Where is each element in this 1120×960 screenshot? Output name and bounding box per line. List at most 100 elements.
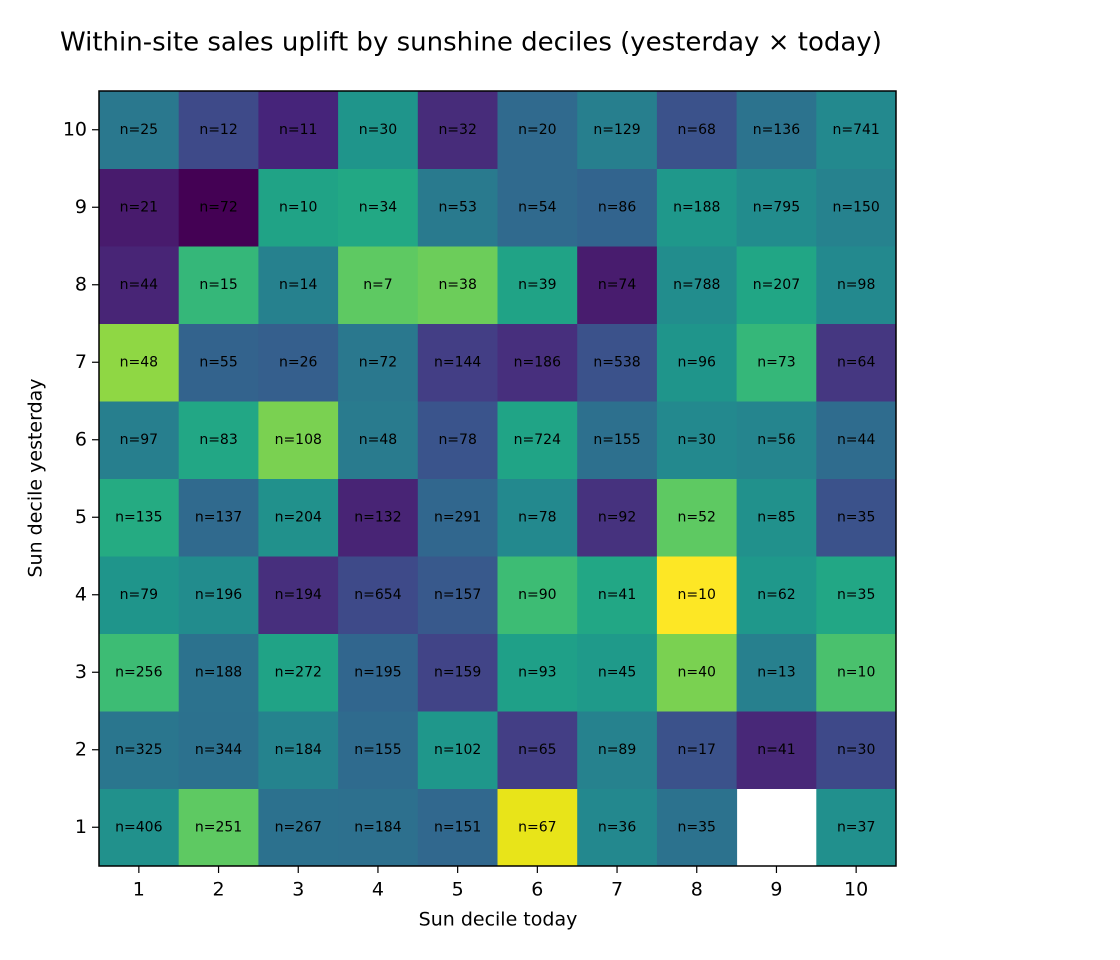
cell-label: n=188 xyxy=(673,199,720,215)
cell-label: n=25 xyxy=(120,122,158,138)
cell-label: n=38 xyxy=(438,277,476,293)
cell-label: n=45 xyxy=(598,664,636,680)
cell-label: n=53 xyxy=(438,199,476,215)
heatmap-cell xyxy=(178,556,259,634)
cell-label: n=272 xyxy=(275,664,322,680)
cell-label: n=102 xyxy=(434,742,481,758)
heatmap-cell xyxy=(338,246,419,324)
cell-label: n=186 xyxy=(514,354,561,370)
cell-label: n=20 xyxy=(518,122,556,138)
heatmap-cell xyxy=(656,168,738,247)
x-tick-label: 3 xyxy=(292,879,304,901)
cell-label: n=55 xyxy=(199,354,237,370)
cell-label: n=155 xyxy=(593,432,640,448)
cell-label: n=39 xyxy=(518,277,556,293)
y-axis-label: Sun decile yesterday xyxy=(25,378,47,577)
heatmap-cell xyxy=(816,323,897,402)
heatmap-cell xyxy=(178,91,259,169)
cell-label: n=56 xyxy=(757,432,796,448)
heatmap-cell xyxy=(816,556,897,634)
cell-label: n=10 xyxy=(279,199,317,215)
cell-label: n=795 xyxy=(753,199,800,215)
x-tick-label: 10 xyxy=(844,879,868,901)
cell-label: n=144 xyxy=(434,354,481,370)
heatmap-cell xyxy=(497,478,578,557)
cell-label: n=251 xyxy=(195,819,242,835)
heatmap-cell xyxy=(417,323,498,402)
cell-label: n=54 xyxy=(518,199,557,215)
x-tick-label: 1 xyxy=(133,879,145,901)
heatmap-cell xyxy=(816,168,897,247)
heatmap-cell xyxy=(99,401,180,479)
heatmap-cell xyxy=(258,556,339,634)
cell-label: n=256 xyxy=(115,664,162,680)
heatmap-cell xyxy=(497,91,578,169)
cell-label: n=92 xyxy=(598,509,636,525)
x-tick-label: 7 xyxy=(611,879,623,901)
cell-label: n=41 xyxy=(598,587,636,603)
cell-label: n=136 xyxy=(753,122,800,138)
heatmap-cell xyxy=(736,711,817,789)
cell-label: n=406 xyxy=(115,819,162,835)
heatmap-cell xyxy=(258,478,339,557)
heatmap-cell xyxy=(656,91,738,169)
heatmap-cell xyxy=(417,246,498,324)
x-tick-label: 6 xyxy=(531,879,543,901)
cell-label: n=40 xyxy=(678,664,716,680)
cell-label: n=97 xyxy=(120,432,158,448)
cell-label: n=17 xyxy=(678,742,716,758)
heatmap-cell xyxy=(656,711,738,789)
heatmap-cell xyxy=(736,556,817,634)
heatmap-cell xyxy=(178,246,259,324)
y-tick-label: 2 xyxy=(75,738,87,760)
heatmap-cell xyxy=(497,556,578,634)
cell-label: n=89 xyxy=(598,742,636,758)
cell-label: n=74 xyxy=(598,277,637,293)
cell-label: n=48 xyxy=(120,354,158,370)
heatmap-cell xyxy=(99,91,180,169)
plot-frame xyxy=(98,90,897,867)
heatmap-cell xyxy=(258,246,339,324)
y-tick-label: 3 xyxy=(75,661,87,683)
cell-label: n=34 xyxy=(359,199,398,215)
heatmap-cell xyxy=(258,401,339,479)
heatmap-cell xyxy=(497,323,578,402)
cell-label: n=159 xyxy=(434,664,481,680)
heatmap-cell xyxy=(417,711,498,789)
cell-label: n=67 xyxy=(518,819,556,835)
cell-label: n=788 xyxy=(673,277,720,293)
cell-label: n=36 xyxy=(598,819,637,835)
heatmap-cell xyxy=(736,246,817,324)
heatmap-cell xyxy=(338,91,419,169)
y-tick-label: 1 xyxy=(75,816,87,838)
cell-label: n=35 xyxy=(678,819,716,835)
cell-label: n=98 xyxy=(837,277,875,293)
heatmap-cell xyxy=(338,401,419,479)
heatmap-cell xyxy=(99,246,180,324)
cell-label: n=204 xyxy=(275,509,322,525)
cell-label: n=724 xyxy=(514,432,561,448)
heatmap-cell xyxy=(656,323,738,402)
heatmap-cell xyxy=(178,788,259,867)
cell-label: n=32 xyxy=(438,122,476,138)
heatmap-cell xyxy=(99,323,180,402)
heatmap-cell xyxy=(497,633,578,712)
heatmap-cell xyxy=(497,168,578,247)
y-tick-label: 6 xyxy=(75,428,87,450)
x-tick-label: 2 xyxy=(213,879,225,901)
heatmap-cell xyxy=(577,91,658,169)
cell-label: n=11 xyxy=(279,122,317,138)
x-tick-label: 9 xyxy=(770,879,782,901)
cell-label: n=83 xyxy=(199,432,237,448)
cell-label: n=10 xyxy=(678,587,716,603)
heatmap-cell xyxy=(736,478,817,557)
cell-label: n=7 xyxy=(363,277,393,293)
heatmap-cell xyxy=(99,711,180,789)
cell-label: n=73 xyxy=(757,354,795,370)
heatmap-cell xyxy=(178,168,259,247)
cell-label: n=78 xyxy=(518,509,556,525)
y-tick-label: 9 xyxy=(75,196,87,218)
cell-label: n=85 xyxy=(757,509,795,525)
cell-label: n=37 xyxy=(837,819,875,835)
cell-label: n=72 xyxy=(359,354,397,370)
